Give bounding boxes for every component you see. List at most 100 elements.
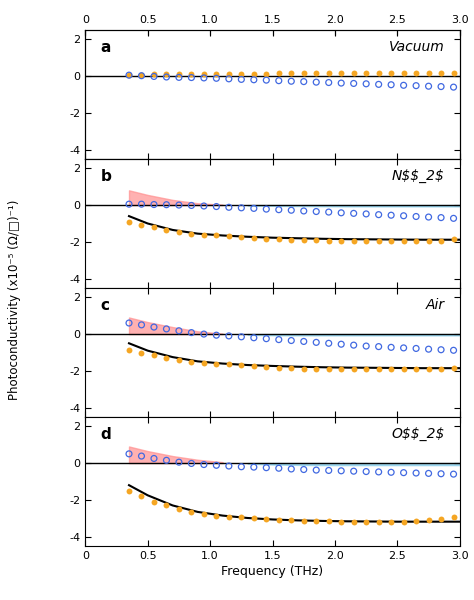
Point — [150, 322, 158, 332]
Point — [400, 68, 407, 78]
Point — [362, 467, 370, 476]
Point — [337, 340, 345, 349]
Point — [250, 463, 258, 472]
Point — [275, 76, 283, 85]
Point — [312, 77, 320, 87]
Point — [387, 517, 395, 527]
Point — [287, 205, 295, 215]
Point — [275, 235, 283, 244]
Point — [375, 517, 383, 527]
Point — [188, 507, 195, 517]
Point — [337, 517, 345, 526]
Point — [375, 210, 383, 220]
Point — [263, 69, 270, 79]
Point — [425, 364, 432, 374]
Point — [212, 230, 220, 240]
Point — [362, 341, 370, 351]
Point — [325, 68, 332, 78]
Point — [350, 517, 357, 527]
Point — [412, 68, 420, 78]
Point — [312, 236, 320, 245]
Point — [263, 76, 270, 85]
Point — [362, 68, 370, 78]
Text: O$$_2$: O$$_2$ — [392, 427, 445, 442]
Point — [137, 199, 145, 209]
Point — [362, 364, 370, 374]
Point — [337, 78, 345, 88]
Point — [263, 205, 270, 214]
Point — [125, 70, 133, 80]
Point — [425, 236, 432, 245]
Point — [350, 209, 357, 218]
Point — [175, 73, 182, 82]
Point — [212, 73, 220, 83]
Point — [362, 517, 370, 527]
Point — [425, 82, 432, 91]
Point — [263, 463, 270, 472]
Point — [450, 214, 457, 223]
Point — [362, 236, 370, 245]
Point — [400, 468, 407, 478]
Point — [188, 70, 195, 79]
Point — [325, 517, 332, 526]
Point — [212, 511, 220, 520]
Point — [225, 512, 233, 521]
Point — [225, 74, 233, 83]
Point — [188, 458, 195, 468]
Point — [325, 207, 332, 217]
Point — [188, 73, 195, 82]
Point — [412, 364, 420, 374]
Point — [337, 68, 345, 78]
Point — [250, 362, 258, 371]
Point — [437, 469, 445, 479]
Point — [300, 516, 308, 526]
Point — [200, 358, 208, 367]
Point — [437, 236, 445, 245]
Point — [225, 461, 233, 471]
Point — [250, 75, 258, 85]
Point — [175, 457, 182, 467]
Point — [300, 77, 308, 86]
Point — [163, 324, 170, 334]
Point — [225, 202, 233, 212]
Point — [212, 359, 220, 368]
Point — [200, 329, 208, 339]
Point — [425, 68, 432, 77]
Point — [225, 359, 233, 369]
Point — [250, 514, 258, 523]
Point — [163, 225, 170, 235]
Point — [337, 364, 345, 374]
Point — [200, 201, 208, 211]
Point — [312, 207, 320, 217]
Point — [287, 76, 295, 86]
Point — [275, 363, 283, 373]
Point — [175, 200, 182, 210]
Point — [387, 68, 395, 78]
Point — [437, 514, 445, 524]
Point — [237, 233, 245, 242]
Point — [375, 68, 383, 78]
Point — [287, 464, 295, 474]
Point — [275, 68, 283, 78]
Point — [175, 505, 182, 514]
Point — [237, 203, 245, 212]
Point — [188, 229, 195, 238]
Point — [312, 465, 320, 475]
Point — [137, 70, 145, 79]
Point — [350, 68, 357, 78]
Point — [287, 364, 295, 373]
Point — [150, 454, 158, 463]
Point — [387, 467, 395, 477]
Point — [137, 71, 145, 80]
Point — [263, 362, 270, 372]
Point — [163, 500, 170, 510]
Point — [337, 236, 345, 245]
Point — [137, 349, 145, 358]
Point — [437, 364, 445, 374]
Point — [125, 199, 133, 209]
Point — [450, 512, 457, 522]
Point — [125, 345, 133, 355]
Point — [212, 202, 220, 211]
Text: d: d — [100, 427, 111, 442]
Point — [325, 236, 332, 245]
